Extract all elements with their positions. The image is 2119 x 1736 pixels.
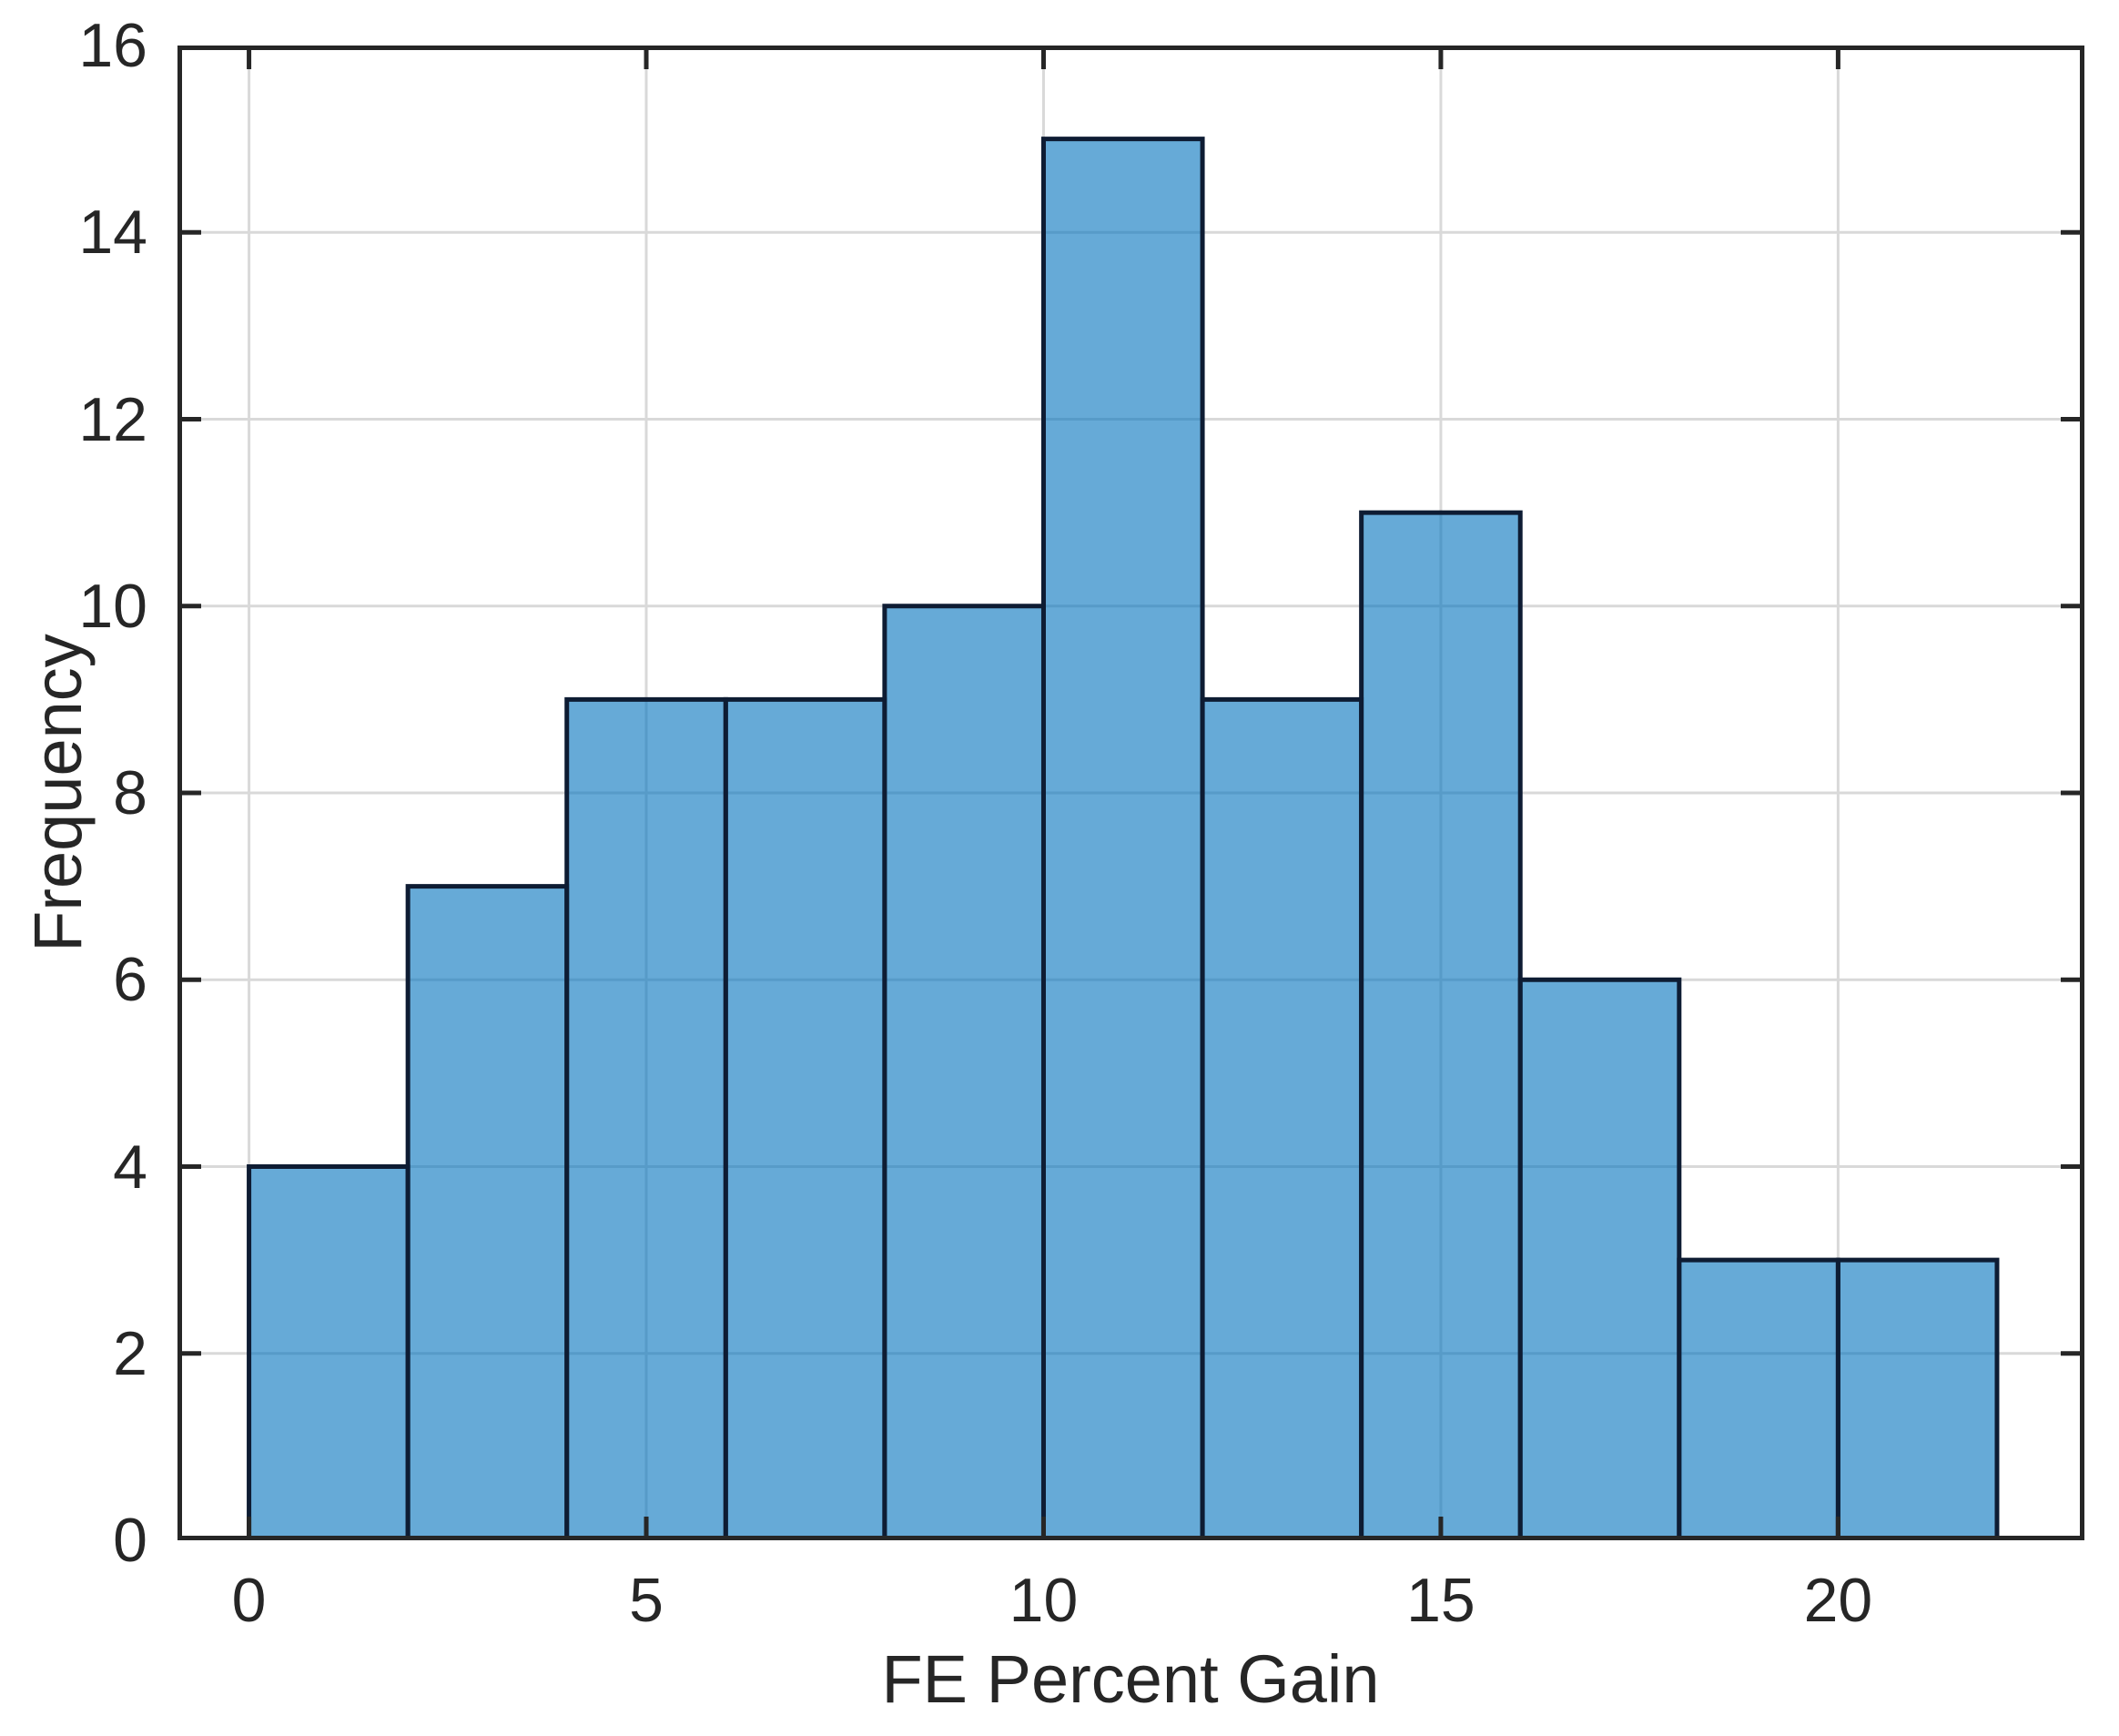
x-tick-label: 10 (1009, 1566, 1079, 1635)
histogram-bar (723, 696, 887, 1540)
histogram-bar (1359, 510, 1523, 1540)
y-tick-label: 2 (113, 1318, 147, 1388)
y-tick-label: 10 (78, 571, 147, 641)
histogram-bar (1040, 137, 1205, 1540)
axes-box (177, 46, 2084, 1540)
histogram-bar (1835, 1257, 2000, 1540)
histogram-plot-area (177, 46, 2084, 1540)
x-tick-label: 15 (1406, 1566, 1475, 1635)
histogram-bar (405, 884, 570, 1540)
histogram-bar (882, 604, 1046, 1540)
y-tick-label: 12 (78, 384, 147, 454)
x-tick-label: 5 (629, 1566, 664, 1635)
x-tick-label: 0 (231, 1566, 267, 1635)
y-tick-label: 6 (113, 945, 147, 1015)
x-axis-label: FE Percent Gain (881, 1641, 1380, 1717)
y-tick-label: 4 (113, 1132, 147, 1202)
histogram-bar (1677, 1257, 1840, 1540)
y-tick-label: 0 (113, 1506, 147, 1575)
histogram-bar (247, 1164, 411, 1540)
histogram-bar (1517, 977, 1682, 1540)
y-tick-label: 14 (78, 198, 147, 268)
histogram-bar (564, 696, 728, 1540)
y-tick-label: 8 (113, 758, 147, 827)
y-axis-label: Frequency (20, 634, 96, 952)
histogram-bar (1200, 696, 1364, 1540)
y-tick-label: 16 (78, 11, 147, 80)
x-tick-label: 20 (1803, 1566, 1873, 1635)
